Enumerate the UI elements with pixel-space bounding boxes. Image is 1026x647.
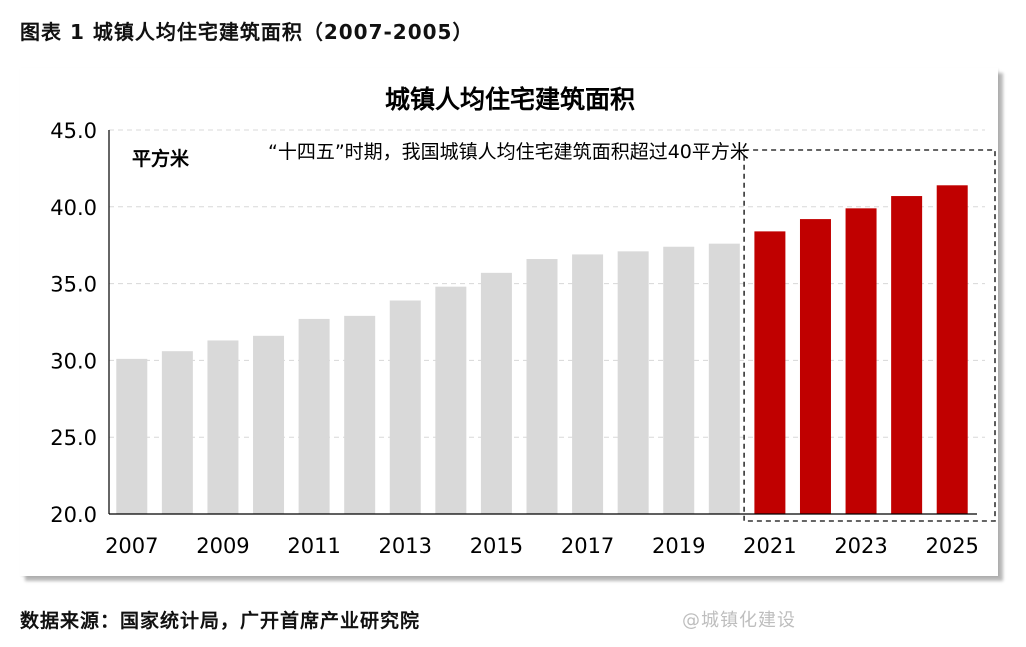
bar-2016	[526, 259, 558, 514]
bar-2024	[891, 196, 923, 514]
bar-2009	[207, 340, 239, 514]
bar-2013	[389, 300, 421, 514]
source-note: 数据来源：国家统计局，广开首席产业研究院	[20, 610, 421, 632]
x-tick-label: 2019	[652, 534, 705, 558]
y-tick-label: 40.0	[50, 196, 97, 220]
y-tick-label: 30.0	[50, 349, 97, 373]
bar-2007	[116, 358, 148, 514]
highlight-box	[743, 149, 996, 522]
x-tick-label: 2021	[743, 534, 796, 558]
bar-2012	[344, 315, 376, 514]
bars	[109, 185, 977, 515]
chart-title: 城镇人均住宅建筑面积	[385, 85, 635, 114]
x-tick-label: 2025	[925, 534, 978, 558]
x-tick-label: 2013	[379, 534, 432, 558]
x-tick-label: 2023	[834, 534, 887, 558]
bar-2018	[617, 251, 649, 514]
bar-2014	[435, 286, 467, 514]
bar-2015	[480, 272, 512, 514]
bar-2011	[298, 318, 330, 514]
bar-2020	[708, 243, 740, 514]
watermark: @城镇化建设	[682, 610, 796, 631]
unit-label: 平方米	[132, 147, 190, 170]
x-tick-label: 2017	[561, 534, 614, 558]
y-tick-label: 20.0	[50, 503, 97, 527]
y-tick-label: 25.0	[50, 426, 97, 450]
x-tick-label: 2007	[105, 534, 158, 558]
y-axis-ticks: 20.0 25.0 30.0 35.0 40.0 45.0	[50, 119, 97, 527]
bar-2019	[663, 246, 695, 514]
y-tick-label: 35.0	[50, 273, 97, 297]
chart-frame: 城镇人均住宅建筑面积 20.0 25.0 30.0 35.0 40.0 45.0 2007…	[20, 68, 998, 576]
y-tick-label: 45.0	[50, 119, 97, 143]
bar-chart: 城镇人均住宅建筑面积 20.0 25.0 30.0 35.0 40.0 45.0 2007…	[50, 85, 996, 558]
bar-2010	[253, 335, 285, 514]
bar-2021	[754, 231, 786, 514]
bar-2008	[161, 351, 193, 514]
x-axis-ticks: 2007 2009 2011 2013 2015 2017 2019 2021 2023 2025	[105, 534, 979, 558]
figure-title: 图表 1 城镇人均住宅建筑面积（2007-2005）	[20, 20, 474, 44]
bar-2017	[572, 254, 604, 514]
x-tick-label: 2011	[287, 534, 340, 558]
bar-2022	[799, 219, 831, 514]
annotation-text: “十四五”时期，我国城镇人均住宅建筑面积超过40平方米	[268, 141, 749, 163]
bar-2023	[845, 208, 877, 514]
x-tick-label: 2015	[470, 534, 523, 558]
bar-2025	[936, 185, 968, 514]
x-tick-label: 2009	[196, 534, 249, 558]
